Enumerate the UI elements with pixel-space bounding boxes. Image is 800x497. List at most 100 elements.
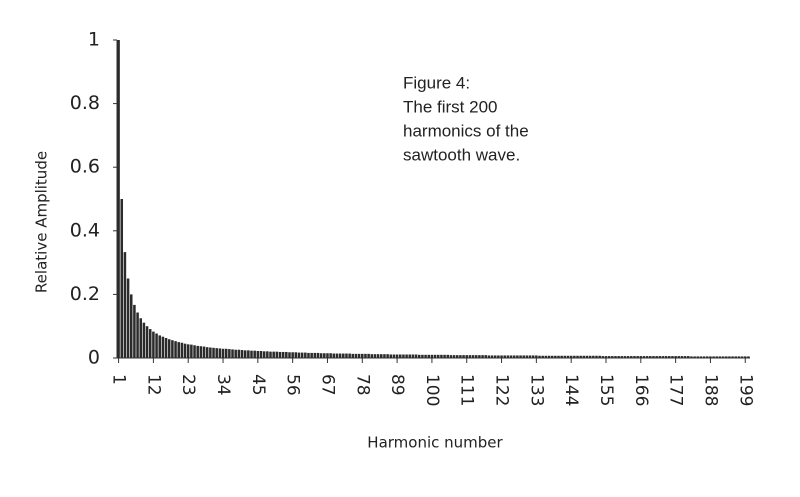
bar: [674, 356, 677, 358]
x-tick-label: 34: [213, 374, 233, 396]
x-tick-label: 144: [561, 374, 581, 406]
bar: [737, 356, 741, 358]
bar: [696, 356, 700, 358]
bar: [573, 355, 576, 358]
x-tick-label: 1: [109, 374, 129, 385]
bar: [528, 355, 532, 358]
bar: [402, 354, 405, 358]
bar: [161, 336, 165, 358]
bar: [645, 356, 649, 358]
bar: [497, 355, 500, 358]
bar: [516, 355, 519, 358]
bar: [383, 354, 386, 358]
bar: [392, 354, 396, 358]
bar: [386, 354, 389, 358]
bar: [373, 354, 377, 358]
bar: [297, 352, 301, 358]
bar: [474, 355, 478, 358]
bar: [652, 356, 655, 358]
bar: [342, 353, 345, 358]
bar: [364, 353, 367, 358]
bar: [212, 347, 215, 358]
bar: [569, 355, 573, 358]
bar: [171, 340, 174, 358]
bar: [465, 355, 468, 358]
bar: [348, 353, 351, 358]
bar: [408, 354, 412, 358]
bar: [443, 354, 446, 358]
bar: [664, 356, 668, 358]
bar: [294, 352, 298, 358]
bar: [307, 352, 310, 358]
x-tick-label: 67: [317, 374, 337, 396]
bar: [367, 353, 370, 358]
x-axis-label: Harmonic number: [367, 434, 503, 452]
y-axis-label: Relative Amplitude: [33, 151, 51, 293]
bar: [202, 346, 206, 358]
bar: [677, 356, 681, 358]
bar: [560, 355, 563, 358]
bar: [139, 318, 143, 358]
bar: [519, 355, 522, 358]
bar: [158, 335, 161, 358]
bar: [199, 346, 203, 358]
bar: [310, 352, 313, 358]
bar: [706, 356, 709, 358]
bar: [133, 304, 136, 358]
bar: [288, 352, 291, 358]
bar: [724, 356, 728, 358]
bar: [623, 356, 627, 358]
bar: [687, 356, 690, 358]
bar: [313, 352, 317, 358]
bar: [389, 354, 393, 358]
x-tick-label: 23: [178, 374, 198, 396]
bar: [281, 351, 285, 358]
bar: [566, 355, 570, 358]
bar: [478, 355, 481, 358]
bar: [592, 355, 595, 358]
bar: [224, 348, 228, 358]
bar: [604, 356, 608, 358]
bar: [693, 356, 696, 358]
bar: [512, 355, 516, 358]
bar: [538, 355, 541, 358]
x-tick-label: 133: [526, 374, 546, 406]
bar: [304, 352, 307, 358]
bar: [228, 349, 231, 358]
bar: [731, 356, 734, 358]
bar: [167, 339, 171, 358]
bar: [446, 354, 450, 358]
bar: [690, 356, 693, 358]
bar: [272, 351, 275, 358]
bar: [601, 356, 605, 358]
bar: [205, 347, 209, 358]
bar: [535, 355, 538, 358]
bar: [164, 337, 168, 358]
bar: [557, 355, 560, 358]
bar: [563, 355, 567, 358]
bar: [231, 349, 234, 358]
x-tick-label: 89: [387, 374, 407, 396]
bar: [541, 355, 544, 358]
bar: [259, 351, 263, 358]
bar: [300, 352, 304, 358]
bar: [455, 355, 459, 358]
bar: [712, 356, 715, 358]
annotation: harmonics of the: [403, 121, 529, 140]
bar: [661, 356, 665, 358]
bar: [370, 354, 374, 358]
bar: [481, 355, 484, 358]
bar: [449, 355, 453, 358]
bar: [345, 353, 348, 358]
bar: [576, 355, 579, 358]
bar: [658, 356, 662, 358]
x-tick-label: 199: [735, 374, 755, 406]
bar: [237, 349, 241, 358]
y-tick-label: 0.2: [70, 283, 100, 305]
bar: [256, 351, 260, 358]
bar: [588, 355, 592, 358]
bar: [316, 352, 320, 358]
bar: [702, 356, 706, 358]
bar: [215, 348, 218, 358]
